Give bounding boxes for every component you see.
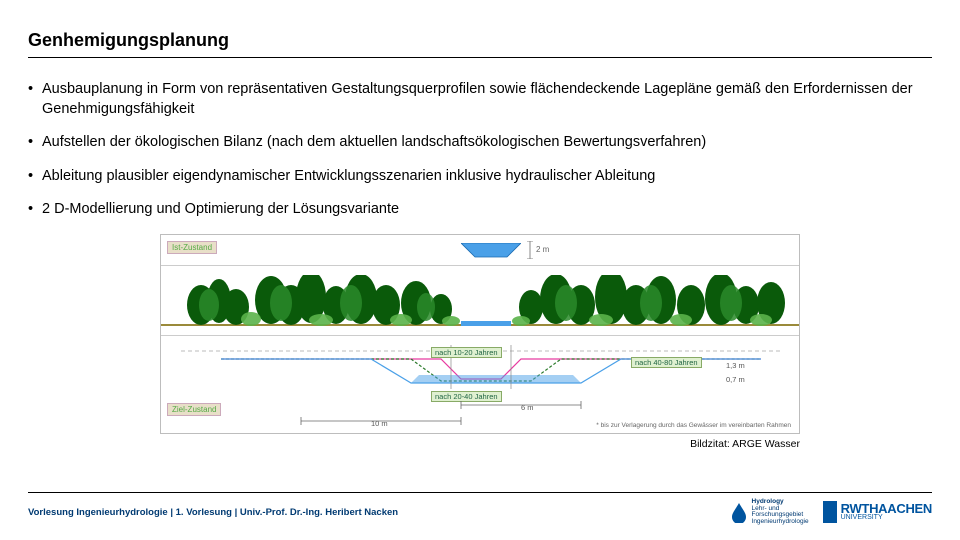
bullet-list: Ausbauplanung in Form von repräsentative… (28, 80, 932, 220)
hydro-l4: Ingenieurhydrologie (752, 519, 809, 526)
rwth-logo: RWTHAACHEN UNIVERSITY (823, 501, 932, 523)
annot-40-80: nach 40-80 Jahren (631, 357, 702, 368)
rwth-block-icon (823, 501, 837, 523)
annot-10-20: nach 10-20 Jahren (431, 347, 502, 358)
scale-arrow-icon (525, 241, 535, 259)
bullet-item: Aufstellen der ökologischen Bilanz (nach… (28, 133, 932, 153)
figure-citation: Bildzitat: ARGE Wasser (160, 438, 800, 450)
bullet-item: Ableitung plausibler eigendynamischer En… (28, 167, 932, 187)
ziel-zustand-label: Ziel-Zustand (167, 403, 221, 416)
footer-text: Vorlesung Ingenieurhydrologie | 1. Vorle… (28, 507, 398, 518)
ist-zustand-label: Ist-Zustand (167, 241, 217, 254)
bullet-item: 2 D-Modellierung und Optimierung der Lös… (28, 200, 932, 220)
vegetation-svg (161, 275, 800, 331)
page-title: Genhemigungsplanung (28, 30, 932, 58)
cross-section-figure: Ist-Zustand 2 m (160, 234, 800, 434)
dim-0-7m: 0,7 m (726, 375, 745, 384)
vegetation-row (161, 275, 799, 327)
droplet-icon (730, 501, 748, 523)
hydrology-logo: Hydrology Lehr- und Forschungsgebiet Ing… (730, 499, 809, 526)
dim-1-3m: 1,3 m (726, 361, 745, 370)
figure-note: * bis zur Verlagerung durch das Gewässer… (596, 422, 791, 429)
scale-2m-label: 2 m (536, 245, 549, 254)
slide-footer: Vorlesung Ingenieurhydrologie | 1. Vorle… (28, 492, 932, 526)
bullet-item: Ausbauplanung in Form von repräsentative… (28, 80, 932, 119)
ist-water-icon (461, 243, 521, 263)
